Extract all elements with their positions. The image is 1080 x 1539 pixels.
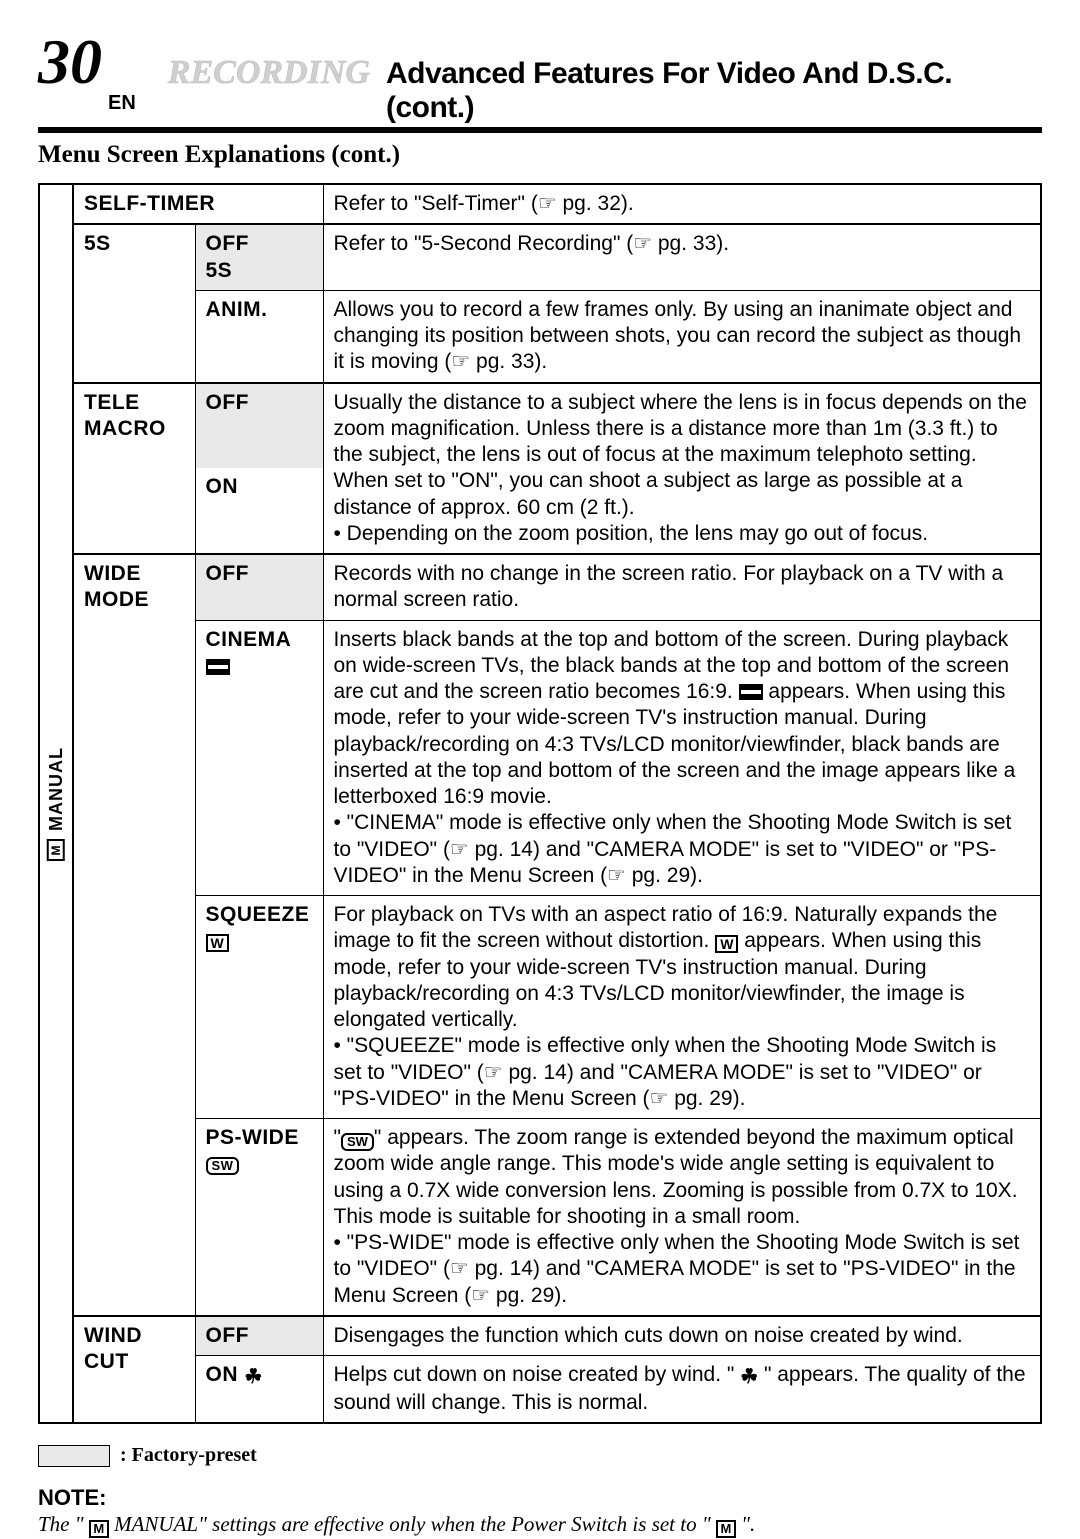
- note-label: NOTE:: [38, 1485, 1042, 1511]
- squeeze-icon: W: [206, 934, 230, 952]
- en-label: EN: [108, 92, 136, 115]
- five-s-label: 5S: [73, 224, 195, 382]
- wind-off-desc: Disengages the function which cuts down …: [323, 1316, 1041, 1356]
- note-text: The " M MANUAL" settings are effective o…: [38, 1511, 1042, 1538]
- anim-option: ANIM.: [195, 290, 323, 382]
- m-box-icon: M: [47, 839, 65, 861]
- legend-text: : Factory-preset: [120, 1444, 257, 1467]
- cinema-option-label: CINEMA: [206, 627, 313, 653]
- pswide-desc: "SW" appears. The zoom range is extended…: [323, 1119, 1041, 1316]
- legend-box-icon: [38, 1445, 110, 1467]
- header-title: Advanced Features For Video And D.S.C. (…: [386, 57, 1042, 125]
- pswide-desc-b: " appears. The zoom range is extended be…: [334, 1126, 1018, 1228]
- pswide-desc-a: ": [334, 1126, 341, 1149]
- squeeze-bullet: • "SQUEEZE" mode is effective only when …: [334, 1033, 1031, 1112]
- page-number: 30: [38, 30, 102, 94]
- self-timer-desc: Refer to "Self-Timer" (☞ pg. 32).: [323, 184, 1041, 224]
- page-header: 30 EN RECORDING Advanced Features For Vi…: [38, 30, 1042, 133]
- cinema-inline-icon: [739, 684, 763, 700]
- pswide-option-label: PS-WIDE: [206, 1125, 313, 1151]
- note-m-icon-1: M: [89, 1520, 109, 1538]
- tele-macro-off: OFF: [195, 383, 323, 469]
- pswide-option: PS-WIDE SW: [195, 1119, 323, 1316]
- wind-off-option: OFF: [195, 1316, 323, 1356]
- wind-on-desc-a: Helps cut down on noise created by wind.…: [334, 1363, 741, 1386]
- pswide-bullet: • "PS-WIDE" mode is effective only when …: [334, 1230, 1031, 1309]
- cut-label: CUT: [84, 1349, 185, 1375]
- self-timer-label: SELF-TIMER: [73, 184, 323, 224]
- cinema-icon: [206, 659, 230, 675]
- side-label-text: MANUAL: [45, 747, 68, 831]
- note-m-icon-2: M: [716, 1520, 736, 1538]
- tele-label: TELE: [84, 390, 185, 416]
- cinema-option: CINEMA: [195, 620, 323, 896]
- settings-table: M MANUAL SELF-TIMER Refer to "Self-Timer…: [38, 183, 1042, 1424]
- cinema-desc: Inserts black bands at the top and botto…: [323, 620, 1041, 896]
- squeeze-option: SQUEEZE W: [195, 896, 323, 1119]
- side-label: M MANUAL: [45, 747, 68, 861]
- wide-label: WIDE: [84, 561, 185, 587]
- tele-macro-desc: Usually the distance to a subject where …: [323, 383, 1041, 555]
- macro-label: MACRO: [84, 416, 185, 442]
- tele-macro-on: ON: [195, 468, 323, 554]
- tele-macro-label: TELE MACRO: [73, 383, 195, 555]
- pswide-inline-icon: SW: [341, 1133, 374, 1151]
- wide-off-desc: Records with no change in the screen rat…: [323, 554, 1041, 620]
- header-recording: RECORDING: [168, 54, 370, 92]
- cinema-bullet: • "CINEMA" mode is effective only when t…: [334, 810, 1031, 889]
- mode-label: MODE: [84, 587, 185, 613]
- wind-label: WIND: [84, 1323, 185, 1349]
- wind-on-label: ON: [206, 1363, 245, 1386]
- opt-5s: 5S: [206, 258, 313, 284]
- opt-off: OFF: [206, 231, 313, 257]
- wide-off-option: OFF: [195, 554, 323, 620]
- side-label-cell: M MANUAL: [39, 184, 73, 1423]
- wind-icon: ☘: [244, 1365, 262, 1390]
- wind-inline-icon: ☘: [740, 1365, 758, 1390]
- wind-on-option: ON ☘: [195, 1356, 323, 1424]
- five-s-off-desc: Refer to "5-Second Recording" (☞ pg. 33)…: [323, 224, 1041, 290]
- squeeze-inline-icon: W: [715, 935, 738, 953]
- wind-cut-label: WIND CUT: [73, 1316, 195, 1424]
- squeeze-option-label: SQUEEZE: [206, 902, 313, 928]
- subheader: Menu Screen Explanations (cont.): [38, 141, 1042, 169]
- wide-mode-label: WIDE MODE: [73, 554, 195, 1316]
- five-s-off-option: OFF 5S: [195, 224, 323, 290]
- legend: : Factory-preset: [38, 1444, 1042, 1467]
- anim-desc: Allows you to record a few frames only. …: [323, 290, 1041, 382]
- pswide-icon: SW: [206, 1157, 240, 1175]
- wind-on-desc: Helps cut down on noise created by wind.…: [323, 1356, 1041, 1424]
- squeeze-desc: For playback on TVs with an aspect ratio…: [323, 896, 1041, 1119]
